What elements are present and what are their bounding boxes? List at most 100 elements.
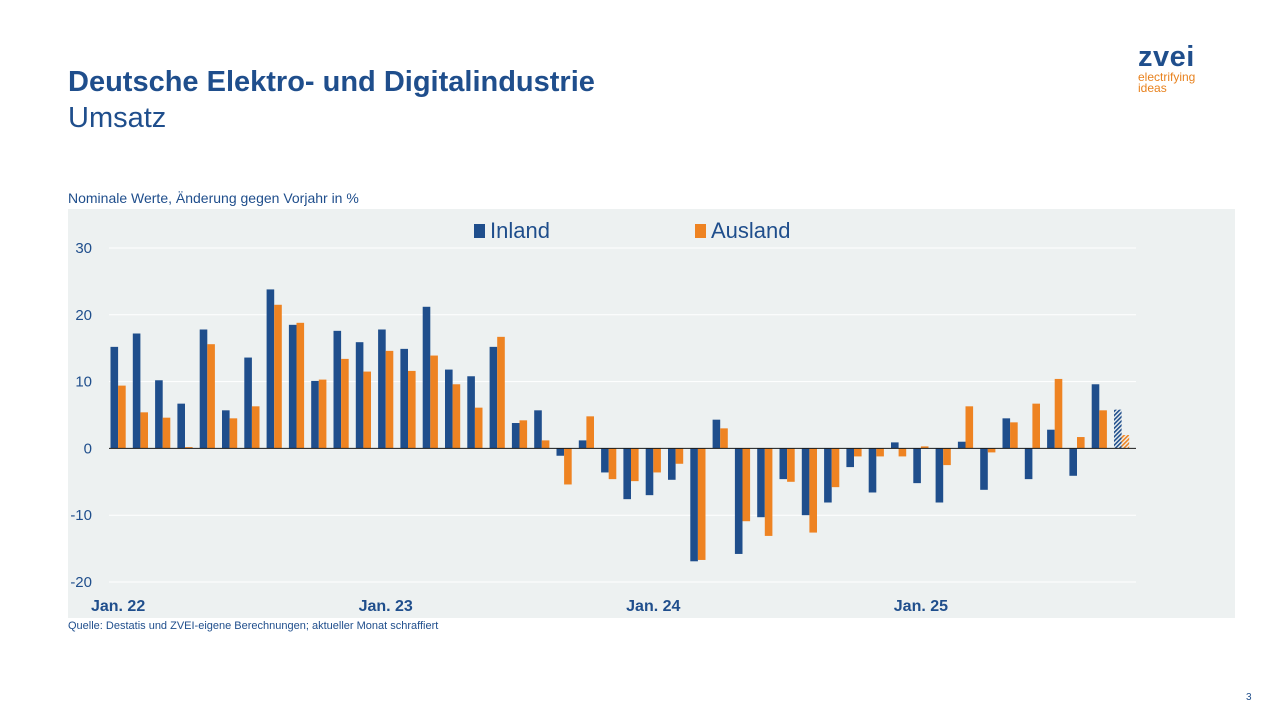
logo-tagline-1: electrifying <box>1138 70 1196 84</box>
bar-ausland <box>965 406 974 449</box>
legend-swatch <box>474 224 485 238</box>
bar-inland <box>1091 384 1100 449</box>
bar-inland <box>333 330 342 449</box>
bar-ausland <box>118 385 126 449</box>
bar-ausland <box>653 448 661 473</box>
bar-ausland <box>140 412 148 449</box>
bar-ausland <box>162 417 171 449</box>
logo-tagline-2: ideas <box>1138 81 1167 95</box>
page-title: Deutsche Elektro- und Digitalindustrie <box>68 66 595 98</box>
bar-inland <box>199 329 208 449</box>
y-tick-label: 20 <box>75 307 92 324</box>
bar-inland <box>222 410 230 449</box>
bar-inland <box>668 448 676 480</box>
bar-inland <box>957 441 966 449</box>
bar-inland <box>690 448 698 562</box>
bar-inland <box>534 410 542 449</box>
bar-inland <box>980 448 988 490</box>
bar-inland <box>734 448 743 554</box>
page-subtitle: Umsatz <box>68 102 167 134</box>
y-tick-label: -10 <box>70 507 92 524</box>
bar-inland <box>623 448 631 500</box>
y-tick-label: 30 <box>75 240 92 257</box>
bar-inland <box>467 376 475 449</box>
bar-inland <box>511 423 520 449</box>
bar-ausland <box>1054 378 1063 449</box>
bar-inland <box>935 448 944 503</box>
bar-ausland <box>408 370 416 449</box>
bar-ausland <box>385 350 394 449</box>
legend-label: Ausland <box>711 218 791 243</box>
bar-inland <box>1024 448 1033 480</box>
bar-inland <box>891 442 899 449</box>
bar-inland <box>110 346 119 449</box>
bar-inland <box>824 448 832 503</box>
bar-inland <box>422 306 431 449</box>
chart-svg: -20 -10 0 10 20 30 Jan. 22 Jan. 23 Jan. 24 Jan. 2… <box>70 218 1136 615</box>
bar-inland <box>913 448 921 484</box>
bar-inland <box>155 380 163 449</box>
bar-ausland <box>541 440 550 449</box>
bar-ausland <box>675 448 684 464</box>
bar-inland <box>244 357 252 449</box>
bar-inland <box>1002 418 1011 449</box>
bar-ausland <box>430 355 438 449</box>
bar-ausland <box>363 371 371 449</box>
bar-inland <box>779 448 788 480</box>
chart-note: Nominale Werte, Änderung gegen Vorjahr i… <box>68 190 359 206</box>
legend-label: Inland <box>490 218 550 243</box>
bar-ausland <box>296 322 305 449</box>
zvei-logo: zvei electrifying ideas <box>1138 42 1195 94</box>
bar-ausland <box>229 418 238 449</box>
bar-inland <box>578 440 587 449</box>
x-tick-label: Jan. 23 <box>359 598 413 615</box>
bar-ausland <box>987 448 996 453</box>
bar-inland <box>601 448 609 473</box>
bar-ausland <box>251 406 260 449</box>
bar-ausland <box>1121 435 1130 449</box>
bar-ausland <box>742 448 751 522</box>
bar-inland <box>846 448 854 468</box>
legend-swatch <box>695 224 706 238</box>
bar-ausland <box>631 448 639 482</box>
bar-inland <box>400 348 408 449</box>
bar-inland <box>757 448 765 518</box>
bar-ausland <box>1032 403 1040 449</box>
bar-ausland <box>497 336 505 449</box>
page-number: 3 <box>1246 692 1252 703</box>
bar-ausland <box>787 448 795 482</box>
bar-ausland <box>207 344 215 449</box>
bar-ausland <box>274 304 282 449</box>
bar-inland <box>266 289 275 449</box>
bar-inland <box>355 342 364 449</box>
bar-ausland <box>943 448 951 466</box>
bar-ausland <box>809 448 817 533</box>
y-tick-label: 0 <box>84 440 92 457</box>
x-tick-label: Jan. 24 <box>626 598 680 615</box>
bar-ausland <box>586 416 594 449</box>
bar-ausland <box>720 428 728 449</box>
source-note: Quelle: Destatis und ZVEI-eigene Berechn… <box>68 620 439 632</box>
bar-ausland <box>854 448 862 457</box>
bar-inland <box>645 448 654 496</box>
logo-wordmark: zvei <box>1138 41 1195 73</box>
x-tick-label: Jan. 25 <box>894 598 948 615</box>
bar-ausland <box>1010 422 1018 449</box>
bar-ausland <box>898 448 907 457</box>
bar-ausland <box>185 447 193 449</box>
bar-ausland <box>764 448 773 536</box>
bar-inland <box>801 448 810 516</box>
bar-ausland <box>876 448 884 457</box>
bar-ausland <box>474 407 483 449</box>
bar-ausland <box>318 379 327 449</box>
bar-ausland <box>1099 410 1107 449</box>
bar-inland <box>489 346 498 449</box>
bar-inland <box>177 403 185 449</box>
bar-ausland <box>452 384 461 449</box>
bar-inland <box>1114 409 1122 449</box>
bar-ausland <box>608 448 617 480</box>
bar-inland <box>712 419 721 449</box>
x-tick-label: Jan. 22 <box>91 598 145 615</box>
bar-inland <box>868 448 877 493</box>
bar-ausland <box>519 420 528 449</box>
